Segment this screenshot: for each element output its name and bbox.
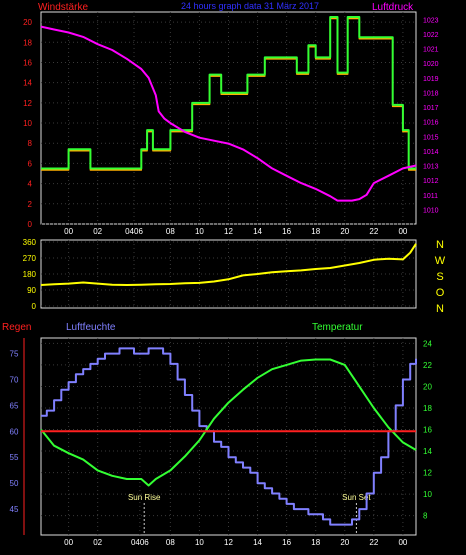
humidity-label: Luftfeuchte <box>66 322 116 333</box>
right-tick-label: 1014 <box>423 149 439 156</box>
x-tick-label: 10 <box>195 227 204 236</box>
humidity-tick-label: 50 <box>10 479 19 488</box>
wind-direction-line <box>40 243 417 286</box>
x-tick-label: 20 <box>340 227 349 236</box>
left-tick-label: 10 <box>23 119 32 128</box>
wind-pressure-panel: 0246810121416182010101011101210131014101… <box>23 1 439 236</box>
rain-label: Regen <box>2 322 31 333</box>
right-tick-label: 1017 <box>423 105 439 112</box>
temperature-label: Temperatur <box>312 322 363 333</box>
x-tick-label: 22 <box>369 227 378 236</box>
humidity-tick-label: 55 <box>10 453 19 462</box>
temperature-tick-label: 20 <box>423 382 432 391</box>
x-tick-label: 18 <box>311 538 320 547</box>
left-tick-label: 4 <box>28 180 33 189</box>
x-tick-label: 12 <box>224 538 233 547</box>
x-tick-label: 12 <box>224 227 233 236</box>
x-tick-label: 00 <box>398 538 407 547</box>
temperature-tick-label: 18 <box>423 404 432 413</box>
humidity-tick-label: 45 <box>10 505 19 514</box>
plot-frame <box>40 337 417 536</box>
temperature-line <box>40 358 417 487</box>
x-tick-label: 18 <box>311 227 320 236</box>
right-tick-label: 1015 <box>423 134 439 141</box>
right-tick-label: 1012 <box>423 178 439 185</box>
direction-tick-label: 360 <box>23 238 37 247</box>
temperature-tick-label: 22 <box>423 361 432 370</box>
temperature-tick-label: 12 <box>423 469 432 478</box>
direction-tick-label: 90 <box>27 286 36 295</box>
humidity-temperature-panel: 8 10 12 14 16 18 20 22 24 45 50 55 60 65 70 75 00 02 0406 0… <box>2 322 432 547</box>
compass-label: N <box>436 303 444 315</box>
x-tick-label: 0406 <box>125 227 143 236</box>
left-tick-label: 0 <box>28 220 33 229</box>
right-tick-label: 1010 <box>423 207 439 214</box>
left-tick-label: 18 <box>23 38 32 47</box>
temperature-tick-label: 8 <box>423 512 428 521</box>
left-tick-label: 14 <box>23 79 32 88</box>
right-tick-label: 1013 <box>423 164 439 171</box>
left-tick-label: 12 <box>23 99 32 108</box>
wind-gust-line <box>41 16 416 170</box>
compass-label: W <box>435 255 446 267</box>
x-tick-label: 0406 <box>131 538 149 547</box>
right-tick-label: 1018 <box>423 90 439 97</box>
humidity-tick-label: 60 <box>10 427 19 436</box>
temperature-tick-label: 10 <box>423 490 432 499</box>
humidity-line <box>41 347 417 526</box>
x-tick-label: 02 <box>93 227 102 236</box>
left-tick-label: 8 <box>28 139 33 148</box>
x-tick-label: 16 <box>282 227 291 236</box>
right-tick-label: 1022 <box>423 32 439 39</box>
left-tick-label: 16 <box>23 58 32 67</box>
temperature-tick-label: 16 <box>423 426 432 435</box>
compass-label: O <box>436 287 445 299</box>
x-tick-label: 00 <box>398 227 407 236</box>
x-tick-label: 08 <box>166 227 175 236</box>
x-tick-label: 10 <box>195 538 204 547</box>
pressure-line <box>40 25 417 202</box>
compass-label: N <box>436 239 444 251</box>
temperature-tick-label: 24 <box>423 339 432 348</box>
left-tick-label: 6 <box>28 159 33 168</box>
left-tick-label: 2 <box>28 200 33 209</box>
x-tick-label: 22 <box>369 538 378 547</box>
humidity-tick-label: 65 <box>10 401 19 410</box>
direction-tick-label: 0 <box>32 302 37 311</box>
x-tick-label: 00 <box>64 227 73 236</box>
x-tick-label: 02 <box>93 538 102 547</box>
right-tick-label: 1021 <box>423 47 439 54</box>
direction-tick-label: 180 <box>23 270 37 279</box>
x-tick-label: 14 <box>253 227 262 236</box>
left-tick-label: 20 <box>23 18 32 27</box>
chart-title: 24 hours graph data 31 März 2017 <box>181 1 319 11</box>
right-axis-title: Luftdruck <box>372 2 414 13</box>
x-tick-label: 14 <box>253 538 262 547</box>
compass-label: S <box>436 271 443 283</box>
right-tick-label: 1020 <box>423 61 439 68</box>
temperature-tick-label: 14 <box>423 447 432 456</box>
humidity-tick-label: 75 <box>10 350 19 359</box>
x-tick-label: 20 <box>340 538 349 547</box>
right-tick-label: 1016 <box>423 120 439 127</box>
x-tick-label: 16 <box>282 538 291 547</box>
humidity-tick-label: 70 <box>10 375 19 384</box>
right-tick-label: 1019 <box>423 76 439 83</box>
sunrise-label: Sun Rise <box>128 493 161 502</box>
right-tick-label: 1011 <box>423 193 438 200</box>
x-tick-label: 00 <box>64 538 73 547</box>
left-axis-title: Windstärke <box>38 2 88 13</box>
sunset-label: Sun Set <box>342 493 371 502</box>
x-tick-label: 08 <box>166 538 175 547</box>
right-tick-label: 1023 <box>423 17 439 24</box>
direction-tick-label: 270 <box>23 254 37 263</box>
